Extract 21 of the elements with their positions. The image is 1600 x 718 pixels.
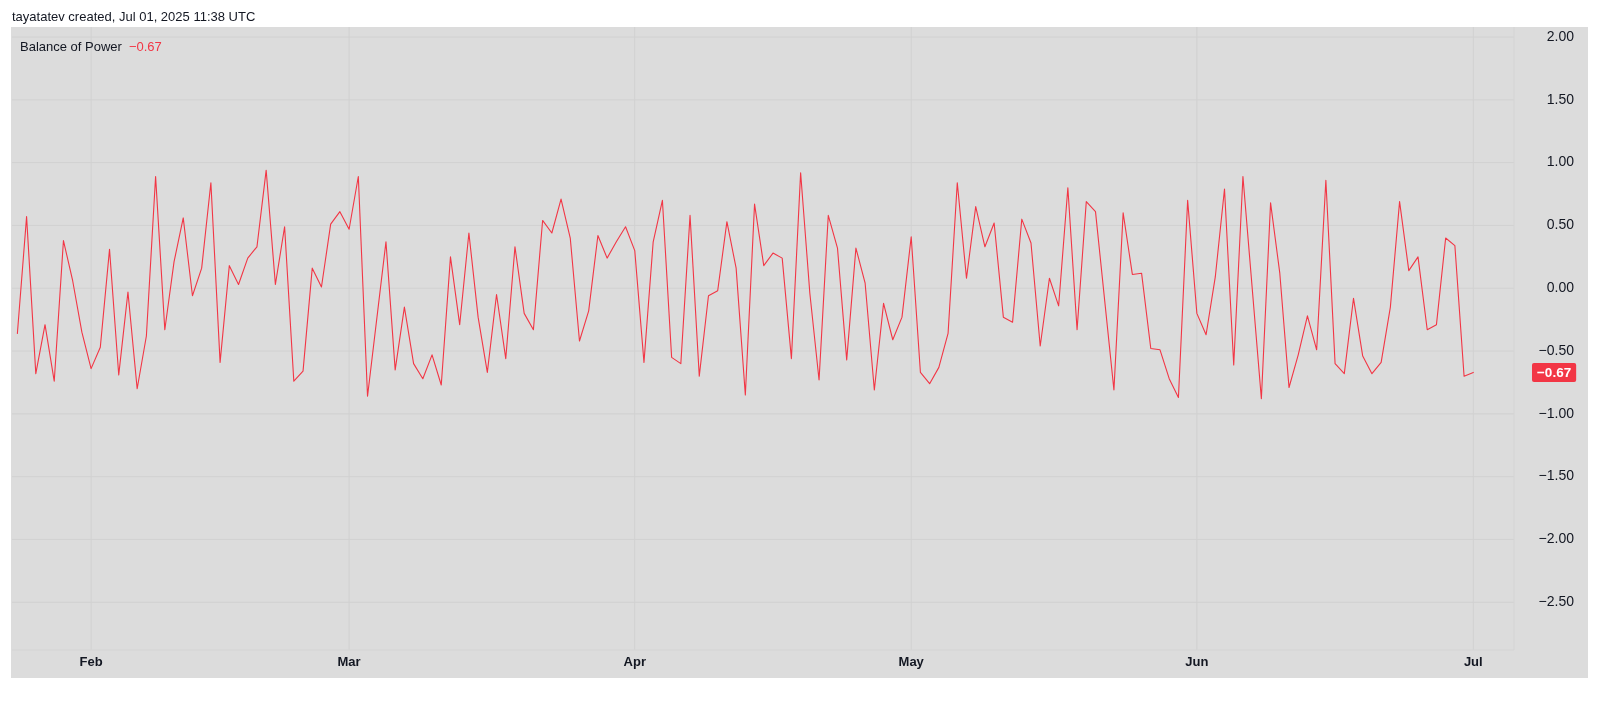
- y-tick-label: 1.00: [1546, 153, 1575, 170]
- text: Balance of Power: [20, 39, 123, 55]
- y-tick-label: −2.00: [1538, 530, 1575, 547]
- x-tick-label: Feb: [79, 654, 103, 670]
- y-tick-label: 0.50: [1546, 216, 1575, 233]
- text: −0.67: [1536, 364, 1572, 380]
- y-tick-label: −0.50: [1538, 341, 1575, 358]
- y-tick-label: −2.50: [1538, 592, 1575, 609]
- x-tick-label: May: [898, 654, 925, 670]
- x-tick-label: Mar: [337, 654, 361, 670]
- y-tick-label: 1.50: [1546, 90, 1575, 107]
- line-series: [16, 169, 1474, 400]
- x-tick-label: Jul: [1463, 654, 1483, 670]
- y-tick-label: −1.00: [1538, 404, 1575, 421]
- y-tick-label: −1.50: [1538, 467, 1575, 484]
- annotation: −0.67: [128, 39, 162, 55]
- y-tick-label: 2.00: [1546, 27, 1575, 44]
- y-tick-label: 0.00: [1546, 278, 1575, 295]
- text: tayatatev created, Jul 01, 2025 11:38 UTC: [12, 8, 256, 24]
- x-tick-label: Jun: [1185, 654, 1209, 670]
- x-tick-label: Apr: [623, 654, 646, 670]
